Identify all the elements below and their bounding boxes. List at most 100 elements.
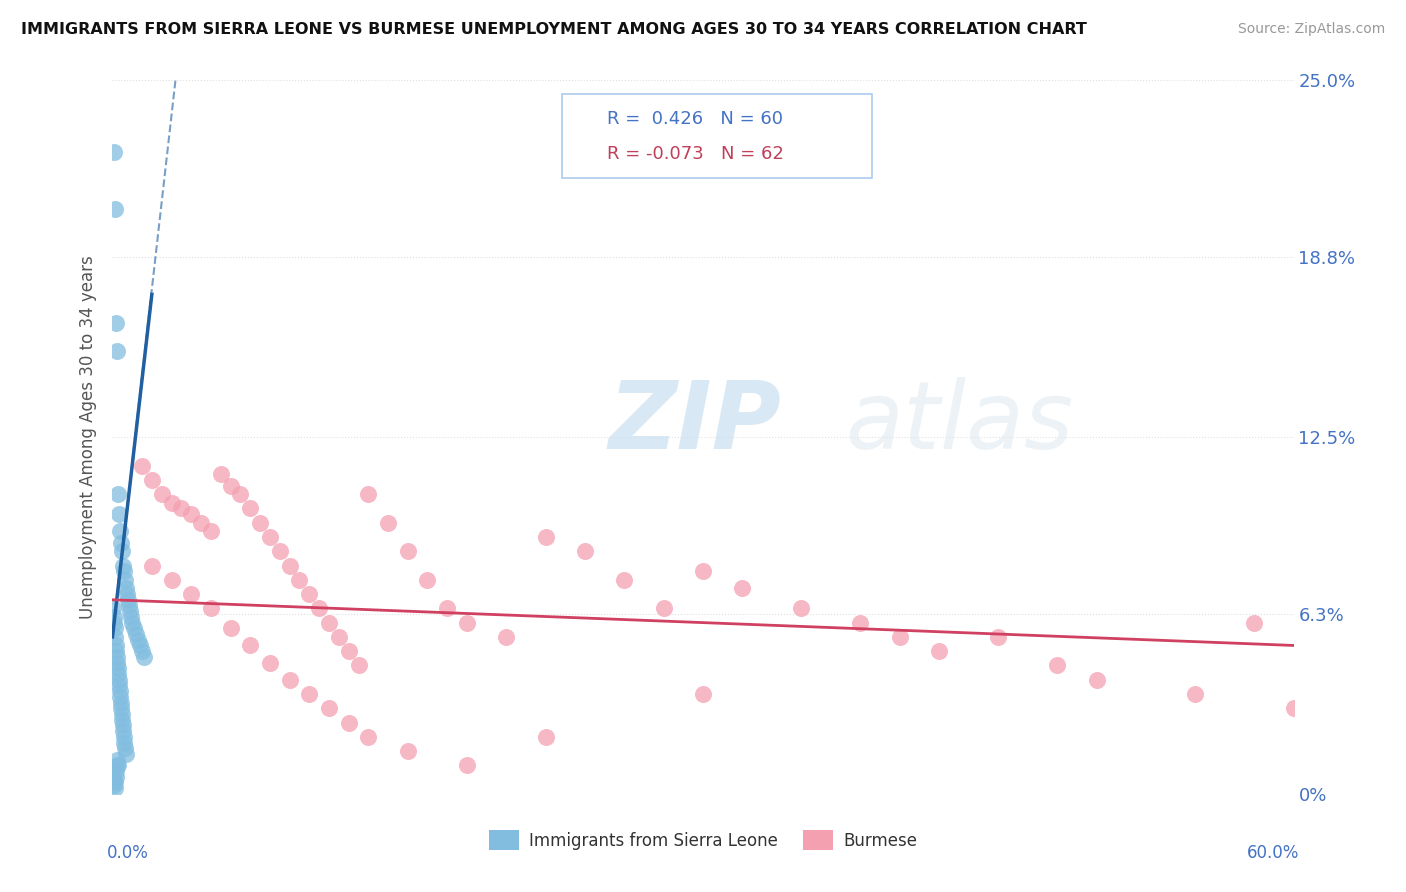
Point bbox=[328, 630, 350, 644]
Point bbox=[170, 501, 193, 516]
Point bbox=[107, 667, 129, 681]
Point bbox=[928, 644, 950, 658]
Point bbox=[150, 487, 173, 501]
Point bbox=[105, 770, 128, 784]
Point bbox=[337, 644, 360, 658]
Point bbox=[112, 735, 135, 749]
Point bbox=[107, 758, 129, 772]
Point bbox=[111, 544, 134, 558]
Point bbox=[107, 661, 129, 675]
Point bbox=[731, 582, 754, 596]
Point bbox=[574, 544, 596, 558]
Point bbox=[318, 615, 340, 630]
Text: atlas: atlas bbox=[845, 377, 1073, 468]
Point bbox=[692, 687, 714, 701]
Point bbox=[103, 145, 125, 159]
Point bbox=[125, 627, 148, 641]
Point bbox=[104, 630, 127, 644]
Y-axis label: Unemployment Among Ages 30 to 34 years: Unemployment Among Ages 30 to 34 years bbox=[79, 255, 97, 619]
Point bbox=[269, 544, 291, 558]
Point bbox=[259, 530, 281, 544]
Point bbox=[219, 621, 242, 635]
Point bbox=[456, 615, 478, 630]
Point bbox=[308, 601, 330, 615]
Point bbox=[112, 564, 135, 578]
Point bbox=[107, 753, 129, 767]
Point bbox=[1243, 615, 1265, 630]
Point bbox=[114, 573, 136, 587]
Point bbox=[111, 713, 134, 727]
Point bbox=[239, 639, 262, 653]
Point bbox=[131, 458, 153, 473]
Point bbox=[652, 601, 675, 615]
Point bbox=[105, 764, 128, 778]
Point bbox=[108, 678, 131, 692]
Point bbox=[219, 478, 242, 492]
Point bbox=[456, 758, 478, 772]
Point bbox=[534, 730, 557, 744]
Point bbox=[129, 639, 152, 653]
Point bbox=[416, 573, 439, 587]
Point bbox=[180, 587, 202, 601]
Point bbox=[108, 507, 131, 521]
Point bbox=[107, 656, 129, 670]
Point bbox=[396, 744, 419, 758]
Point bbox=[200, 601, 222, 615]
Point bbox=[1184, 687, 1206, 701]
Point bbox=[127, 632, 149, 647]
Point bbox=[112, 730, 135, 744]
Point bbox=[318, 701, 340, 715]
Point bbox=[104, 775, 127, 789]
Point bbox=[105, 644, 128, 658]
Text: ZIP: ZIP bbox=[609, 376, 782, 469]
Point bbox=[160, 496, 183, 510]
Point bbox=[103, 764, 125, 778]
Text: R = -0.073   N = 62: R = -0.073 N = 62 bbox=[607, 145, 785, 163]
Text: 60.0%: 60.0% bbox=[1247, 844, 1299, 862]
Point bbox=[160, 573, 183, 587]
Point bbox=[132, 649, 155, 664]
Point bbox=[105, 758, 128, 772]
Point bbox=[103, 772, 125, 787]
Point bbox=[1085, 673, 1108, 687]
Point bbox=[141, 473, 163, 487]
Point bbox=[298, 587, 321, 601]
Point bbox=[131, 644, 153, 658]
Point bbox=[357, 730, 380, 744]
Point bbox=[1046, 658, 1069, 673]
Text: R =  0.426   N = 60: R = 0.426 N = 60 bbox=[607, 110, 783, 128]
Point bbox=[107, 487, 129, 501]
Point bbox=[105, 639, 128, 653]
Point bbox=[278, 673, 301, 687]
Point bbox=[110, 690, 132, 704]
Point bbox=[103, 778, 125, 792]
Point bbox=[104, 621, 127, 635]
Point bbox=[259, 656, 281, 670]
Point bbox=[692, 564, 714, 578]
Point bbox=[987, 630, 1010, 644]
Point bbox=[110, 701, 132, 715]
Point bbox=[105, 649, 128, 664]
Text: Source: ZipAtlas.com: Source: ZipAtlas.com bbox=[1237, 22, 1385, 37]
Text: IMMIGRANTS FROM SIERRA LEONE VS BURMESE UNEMPLOYMENT AMONG AGES 30 TO 34 YEARS C: IMMIGRANTS FROM SIERRA LEONE VS BURMESE … bbox=[21, 22, 1087, 37]
Point bbox=[377, 516, 399, 530]
Point bbox=[112, 558, 135, 573]
Point bbox=[110, 696, 132, 710]
Point bbox=[790, 601, 813, 615]
Point bbox=[229, 487, 252, 501]
Point bbox=[107, 673, 129, 687]
Point bbox=[249, 516, 271, 530]
Point bbox=[190, 516, 212, 530]
Point bbox=[288, 573, 311, 587]
Point bbox=[110, 535, 132, 549]
Point bbox=[337, 715, 360, 730]
Point bbox=[112, 724, 135, 739]
Point bbox=[495, 630, 517, 644]
Point bbox=[298, 687, 321, 701]
Point bbox=[103, 615, 125, 630]
Point bbox=[117, 592, 139, 607]
Point bbox=[1282, 701, 1305, 715]
Point bbox=[347, 658, 370, 673]
Point bbox=[107, 344, 129, 359]
Point bbox=[122, 621, 145, 635]
